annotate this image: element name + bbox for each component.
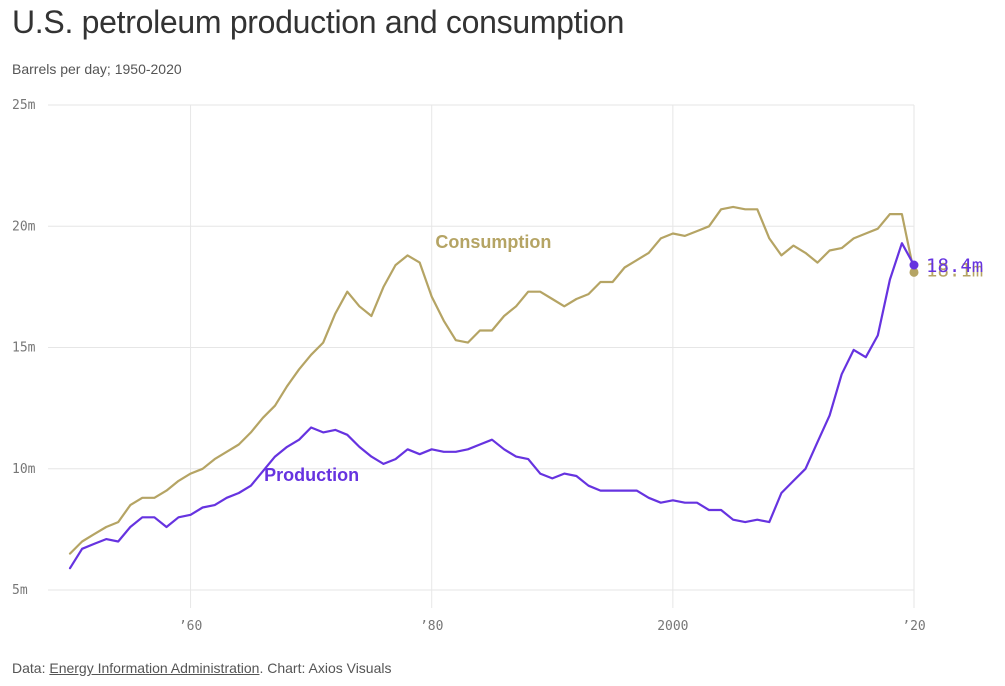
y-tick-label: 25m [12,98,36,113]
x-tick-label: 2000 [657,619,688,634]
series-label-production: Production [264,465,359,485]
end-point-production [909,260,919,270]
gridlines [48,104,915,608]
chart-title: U.S. petroleum production and consumptio… [12,4,625,40]
series-label-consumption: Consumption [435,232,551,252]
footer-suffix: . Chart: Axios Visuals [259,660,392,676]
y-tick-label: 15m [12,341,36,356]
series-lines [68,205,919,570]
series-line-production [68,242,916,570]
end-point-consumption [909,267,919,277]
y-tick-label: 20m [12,219,36,234]
x-tick-label: ’60 [179,619,202,634]
source-link[interactable]: Energy Information Administration [49,660,260,676]
y-tick-label: 5m [12,583,28,598]
x-tick-label: ’20 [902,619,925,634]
series-line-consumption [68,205,916,555]
axis-labels: 5m 10m 15m 20m 25m ’60 ’80 2000 ’20 [12,98,926,634]
series-labels: 18.1m Consumption 18.4m Production [264,232,983,485]
footer-prefix: Data: [12,660,50,676]
chart-subtitle: Barrels per day; 1950-2020 [12,61,182,77]
chart-footer: Data: Energy Information Administration.… [12,660,392,676]
y-tick-label: 10m [12,462,36,477]
end-label-consumption: 18.1m [926,259,983,281]
end-label-production: 18.4m [926,255,983,277]
x-tick-label: ’80 [420,619,443,634]
